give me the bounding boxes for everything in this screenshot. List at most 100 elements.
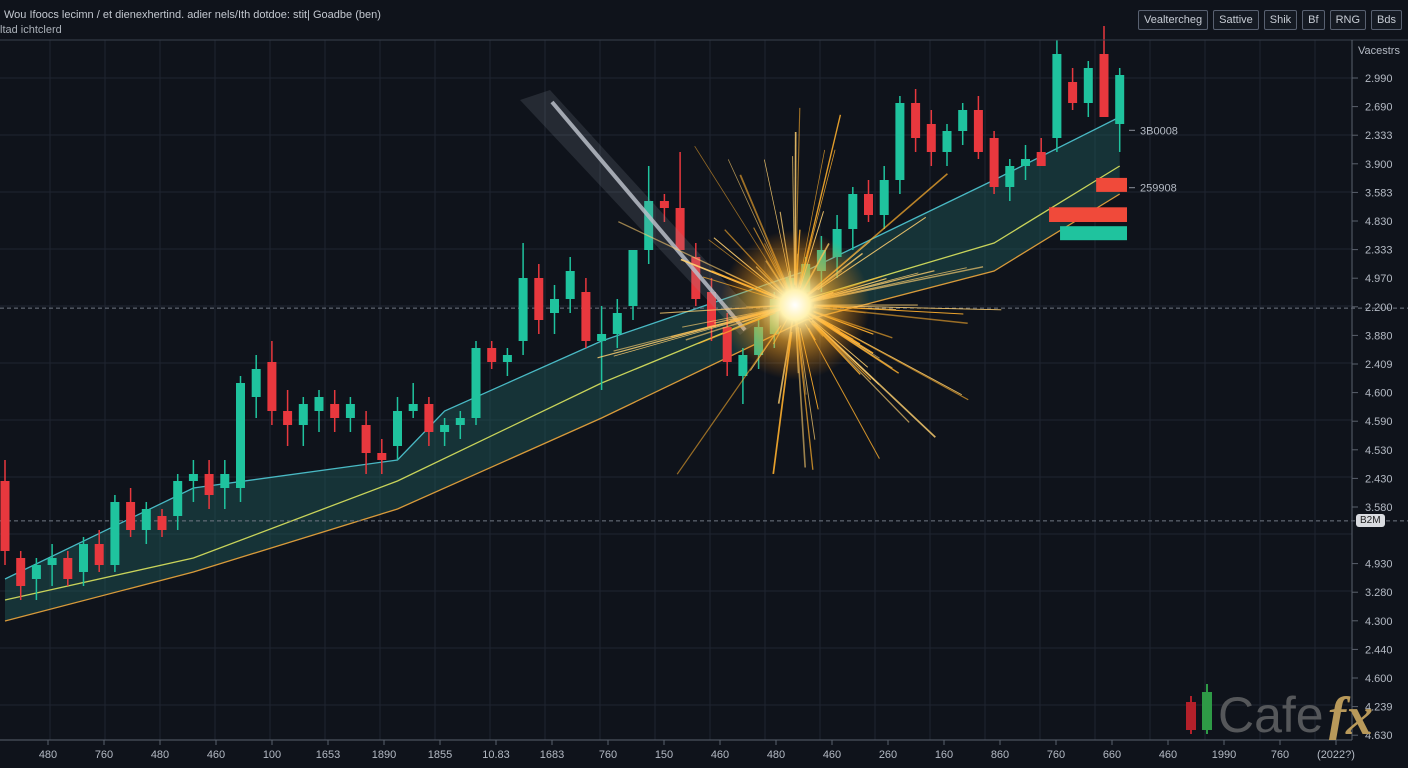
x-tick-label: 480 [767, 749, 785, 761]
candle-body [502, 355, 512, 362]
candle-body [267, 362, 277, 411]
price-badge: B2M [1356, 514, 1385, 527]
y-tick-label: 2.440 [1365, 644, 1393, 656]
candle-body [879, 180, 889, 215]
x-tick-label: 760 [1047, 749, 1065, 761]
grid-lines [0, 40, 1352, 740]
svg-text:fx: fx [1328, 686, 1373, 740]
toolbar: Vealtercheg Sattive Shik Bf RNG Bds [1138, 10, 1402, 30]
x-tick-label: 1653 [316, 749, 340, 761]
x-tick-label: 480 [151, 749, 169, 761]
y-tick-label: 4.590 [1365, 416, 1393, 428]
candle-body [565, 271, 575, 299]
x-tick-label: (2022?) [1317, 749, 1355, 761]
candle-body [141, 509, 151, 530]
x-tick-label: 760 [1271, 749, 1289, 761]
candle-body [471, 348, 481, 418]
y-tick-label: 4.930 [1365, 559, 1393, 571]
y-tick-label: 2.409 [1365, 359, 1393, 371]
y-tick-label: 4.600 [1365, 673, 1393, 685]
y-tick-label: 4.600 [1365, 388, 1393, 400]
candle-body [1115, 75, 1125, 124]
candle-body [377, 453, 387, 460]
y-tick-label: 3.580 [1365, 502, 1393, 514]
x-tick-label: 460 [823, 749, 841, 761]
candle-body [63, 558, 73, 579]
toolbar-button[interactable]: RNG [1329, 10, 1367, 30]
candle-body [361, 425, 371, 453]
toolbar-button[interactable]: Shik [1263, 10, 1298, 30]
candle-body [895, 103, 905, 180]
ma-band-fill [5, 117, 1120, 621]
candle-body [534, 278, 544, 320]
x-tick-label: 150 [655, 749, 673, 761]
candle-body [94, 544, 104, 565]
candle-body [330, 404, 340, 418]
x-tick-label: 860 [991, 749, 1009, 761]
candle-body [47, 558, 57, 565]
spark-burst [597, 107, 1002, 475]
x-tick-label: 10.83 [482, 749, 510, 761]
candle-body [1068, 82, 1078, 103]
candle-body [110, 502, 120, 565]
candle-body [926, 124, 936, 152]
candle-body [1036, 152, 1046, 166]
order-zone [1060, 226, 1127, 241]
svg-text:Cafe: Cafe [1218, 687, 1324, 740]
candle-body [298, 404, 308, 425]
candle-body [79, 544, 88, 572]
x-tick-label: 760 [95, 749, 113, 761]
order-zones [1049, 177, 1127, 241]
x-tick-label: 660 [1103, 749, 1121, 761]
candle-body [722, 327, 732, 362]
y-tick-label: 2.690 [1365, 102, 1393, 114]
toolbar-button[interactable]: Vealtercheg [1138, 10, 1209, 30]
candle-body [157, 516, 167, 530]
y-axis-header: Vacestrs [1358, 45, 1400, 57]
candle-body [1083, 68, 1093, 103]
price-label: 259908 [1140, 183, 1177, 195]
candle-body [550, 299, 559, 313]
trend-line[interactable] [550, 100, 747, 332]
candle-body [283, 411, 293, 425]
candle-body [848, 194, 858, 229]
candle-body [251, 369, 261, 397]
order-zone [1096, 177, 1127, 192]
toolbar-button[interactable]: Sattive [1213, 10, 1259, 30]
chart-subtitle: ltad ichtclerd [0, 24, 62, 36]
y-tick-label: 2.333 [1365, 130, 1393, 142]
candle-body [738, 355, 748, 376]
candle-body [942, 131, 952, 152]
candle-body [659, 201, 669, 208]
candle-body [518, 278, 528, 341]
y-tick-label: 3.900 [1365, 159, 1393, 171]
y-tick-label: 4.530 [1365, 445, 1393, 457]
y-tick-label: 3.280 [1365, 587, 1393, 599]
candle-body [691, 257, 701, 299]
x-tick-label: 1990 [1212, 749, 1236, 761]
candle-body [31, 565, 41, 579]
toolbar-button[interactable]: Bf [1302, 10, 1325, 30]
candle-body [408, 404, 418, 411]
candle-body [612, 313, 622, 334]
y-tick-label: 4.830 [1365, 216, 1393, 228]
candle-body [345, 404, 355, 418]
x-tick-label: 760 [599, 749, 617, 761]
candle-body [236, 383, 245, 488]
candle-body [314, 397, 324, 411]
order-zone [1049, 207, 1127, 222]
y-tick-label: 3.880 [1365, 330, 1393, 342]
candle-body [455, 418, 465, 425]
candle-body [1052, 54, 1062, 138]
price-labels: 3B0008 259908 [1129, 125, 1178, 195]
x-tick-label: 1890 [372, 749, 396, 761]
candle-body [675, 208, 685, 250]
y-tick-label: 4.300 [1365, 616, 1393, 628]
x-tick-label: 480 [39, 749, 57, 761]
x-tick-label: 460 [207, 749, 225, 761]
y-tick-label: 2.430 [1365, 473, 1393, 485]
toolbar-button[interactable]: Bds [1371, 10, 1402, 30]
candle-body [424, 404, 434, 432]
candle-body [581, 292, 591, 341]
